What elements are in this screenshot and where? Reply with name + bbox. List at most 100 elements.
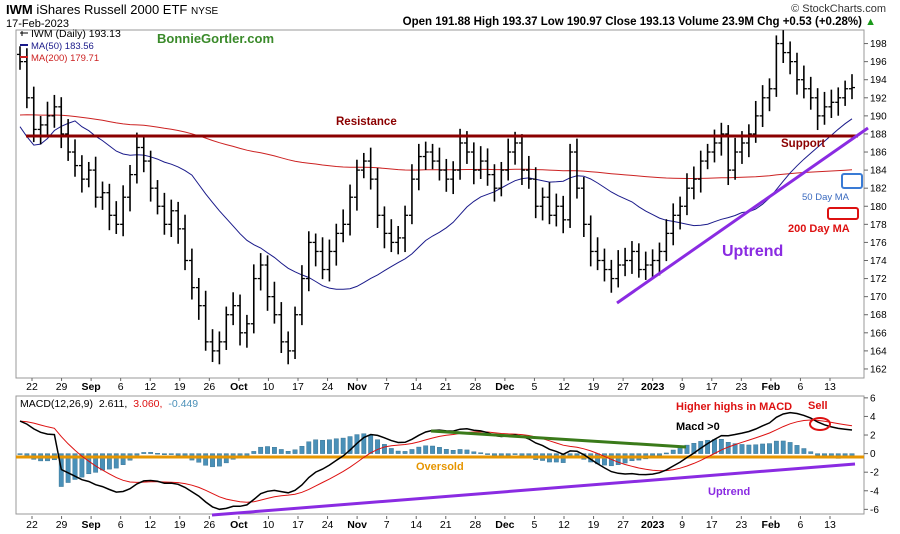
- price-y-label: 172: [870, 274, 887, 285]
- ticker-title: IWM iShares Russell 2000 ETF NYSE: [6, 2, 218, 17]
- histogram-bar: [767, 443, 772, 454]
- histogram-bar: [168, 453, 174, 455]
- ticker-exchange: NYSE: [190, 6, 219, 17]
- macd-legend-name: MACD(12,26,9): [20, 398, 93, 410]
- price-y-label: 180: [870, 202, 887, 213]
- x-tick-label: Feb: [762, 381, 781, 393]
- histogram-bar: [450, 450, 456, 454]
- x-tick-label: 17: [292, 519, 304, 531]
- macd-y-label: 4: [870, 412, 876, 423]
- x-tick-label: 13: [824, 381, 836, 393]
- x-tick-label: 17: [292, 381, 304, 393]
- histogram-bar: [86, 453, 92, 475]
- up-arrow-icon: ▲: [865, 16, 876, 28]
- histogram-bar: [210, 453, 215, 468]
- histogram-bar: [739, 444, 745, 454]
- price-y-label: 182: [870, 184, 887, 195]
- sell-circle: [809, 417, 831, 431]
- x-tick-label: 22: [26, 519, 38, 531]
- quote-values: Open 191.88 High 193.37 Low 190.97 Close…: [402, 16, 862, 28]
- histogram-bar: [161, 453, 167, 455]
- x-tick-label: 9: [679, 519, 685, 531]
- histogram-bar: [485, 453, 490, 455]
- histogram-bar: [333, 438, 339, 454]
- histogram-bar: [416, 446, 422, 454]
- ma50-line: [19, 118, 853, 290]
- price-y-label: 178: [870, 220, 887, 231]
- x-tick-label: 23: [735, 519, 747, 531]
- x-tick-label: Nov: [347, 519, 367, 531]
- histogram-bar: [780, 440, 786, 454]
- histogram-bar: [787, 442, 793, 454]
- resistance-label: Resistance: [336, 116, 397, 128]
- histogram-bar: [278, 449, 284, 454]
- histogram-bar: [17, 453, 23, 455]
- price-y-label: 168: [870, 310, 887, 321]
- histogram-bar: [134, 453, 140, 456]
- histogram-bar: [113, 453, 119, 469]
- histogram-bar: [306, 441, 312, 454]
- macd-legend-signal: 3.060,: [133, 398, 162, 410]
- price-y-label: 184: [870, 166, 887, 177]
- histogram-bar: [808, 451, 814, 454]
- histogram-bar: [299, 446, 305, 454]
- price-x-axis: 22 29 Sep 6 12 19 26 Oct 10 17 24 Nov 7 14 21 28 Dec 5 12 1…: [26, 378, 836, 393]
- histogram-bar: [402, 451, 408, 454]
- macd-y-label: 2: [870, 431, 876, 442]
- histogram-bar: [285, 451, 291, 454]
- quote-line: Open 191.88 High 193.37 Low 190.97 Close…: [403, 16, 862, 28]
- x-tick-label: 12: [558, 519, 570, 531]
- histogram-bar: [519, 453, 525, 456]
- x-tick-label: 29: [56, 519, 68, 531]
- uptrend-price-label: Uptrend: [722, 243, 783, 260]
- x-tick-label: 2023: [641, 381, 665, 393]
- x-tick-label: Sep: [81, 381, 100, 393]
- price-y-label: 176: [870, 238, 887, 249]
- price-y-label: 192: [870, 93, 887, 104]
- x-tick-label: 28: [469, 519, 481, 531]
- histogram-bar: [670, 449, 676, 454]
- x-tick-label: 6: [118, 519, 124, 531]
- histogram-bar: [512, 453, 518, 455]
- oversold-label: Oversold: [416, 461, 464, 473]
- price-y-label: 198: [870, 39, 887, 50]
- x-tick-label: 10: [263, 519, 275, 531]
- macd-gt0-label: Macd >0: [676, 421, 720, 433]
- ticker-name: iShares Russell 2000 ETF: [36, 2, 188, 17]
- x-tick-label: 22: [26, 381, 38, 393]
- price-y-label: 188: [870, 129, 887, 140]
- x-tick-label: 29: [56, 381, 68, 393]
- histogram-bar: [72, 453, 78, 480]
- price-y-label: 170: [870, 292, 887, 303]
- support-label: Support: [781, 138, 825, 150]
- x-tick-label: 7: [384, 519, 390, 531]
- histogram-bar: [684, 444, 690, 454]
- x-tick-label: 21: [440, 381, 452, 393]
- macd-y-axis: -6 -4 -2 0 2 4 6: [864, 393, 879, 516]
- ma200-line: [19, 114, 853, 179]
- x-tick-label: 6: [118, 381, 124, 393]
- histogram-bar: [712, 439, 717, 454]
- x-tick-label: 12: [144, 519, 156, 531]
- histogram-bar: [141, 452, 147, 454]
- x-tick-label: 12: [558, 381, 570, 393]
- legend-price: IWM (Daily) 193.13: [31, 28, 121, 40]
- copyright-link[interactable]: © StockCharts.com: [791, 3, 886, 15]
- macd-panel-frame: [15, 395, 865, 515]
- histogram-bar: [657, 453, 662, 456]
- histogram-bar: [505, 453, 511, 456]
- histogram-bar: [443, 449, 449, 454]
- histogram-bar: [265, 446, 270, 454]
- macd-legend-macd: 2.611,: [99, 398, 127, 410]
- x-tick-label: 26: [203, 381, 215, 393]
- histogram-bar: [663, 452, 669, 455]
- histogram-bar: [65, 453, 71, 483]
- macd-y-label: -2: [870, 468, 879, 479]
- x-tick-label: 14: [410, 519, 422, 531]
- histogram-bar: [801, 448, 807, 454]
- histogram-bar: [155, 453, 160, 455]
- x-tick-label: 27: [617, 381, 629, 393]
- histogram-bar: [120, 453, 126, 465]
- x-tick-label: 28: [469, 381, 481, 393]
- histogram-bar: [175, 453, 181, 456]
